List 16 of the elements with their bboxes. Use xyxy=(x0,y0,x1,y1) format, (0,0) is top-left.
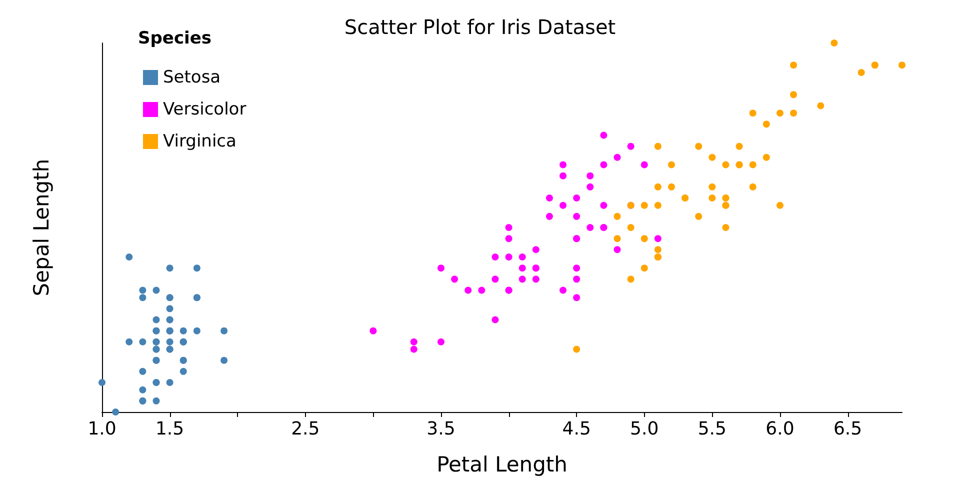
x-tick-label: 5.5 xyxy=(698,418,726,440)
x-tick-label: 1.5 xyxy=(155,418,184,440)
legend-label: Virginica xyxy=(163,132,236,152)
x-tick-label: 3.5 xyxy=(426,418,456,440)
legend-label: Setosa xyxy=(163,68,221,88)
x-tick-label: 5.0 xyxy=(630,418,659,440)
x-tick-label: 1.0 xyxy=(88,418,116,440)
x-tick-label: 2.5 xyxy=(291,418,320,440)
chart-title: Scatter Plot for Iris Dataset xyxy=(344,15,616,39)
legend-label: Versicolor xyxy=(163,100,246,120)
y-axis-title: Sepal Length xyxy=(30,158,54,296)
x-tick-label: 6.5 xyxy=(833,418,862,440)
x-axis-title: Petal Length xyxy=(436,452,568,476)
legend-title: Species xyxy=(138,28,212,48)
x-tick-label: 6.0 xyxy=(766,418,794,440)
x-tick-label: 4.5 xyxy=(562,418,591,440)
